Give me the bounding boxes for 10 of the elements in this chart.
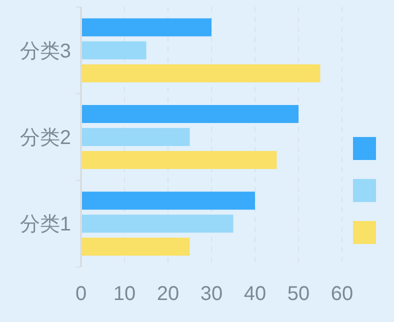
x-tick-label: 0 — [75, 283, 87, 305]
x-tick-label: 30 — [200, 283, 223, 305]
y-tick-label: 分类3 — [20, 40, 71, 62]
y-tick-label: 分类2 — [20, 127, 71, 149]
x-tick-label: 40 — [244, 283, 266, 305]
y-tick-label: 分类1 — [20, 214, 71, 236]
x-tick-label: 10 — [113, 283, 136, 305]
x-tick-label: 20 — [156, 283, 180, 305]
x-tick-label: 50 — [287, 283, 310, 305]
x-tick-label: 60 — [330, 283, 354, 305]
